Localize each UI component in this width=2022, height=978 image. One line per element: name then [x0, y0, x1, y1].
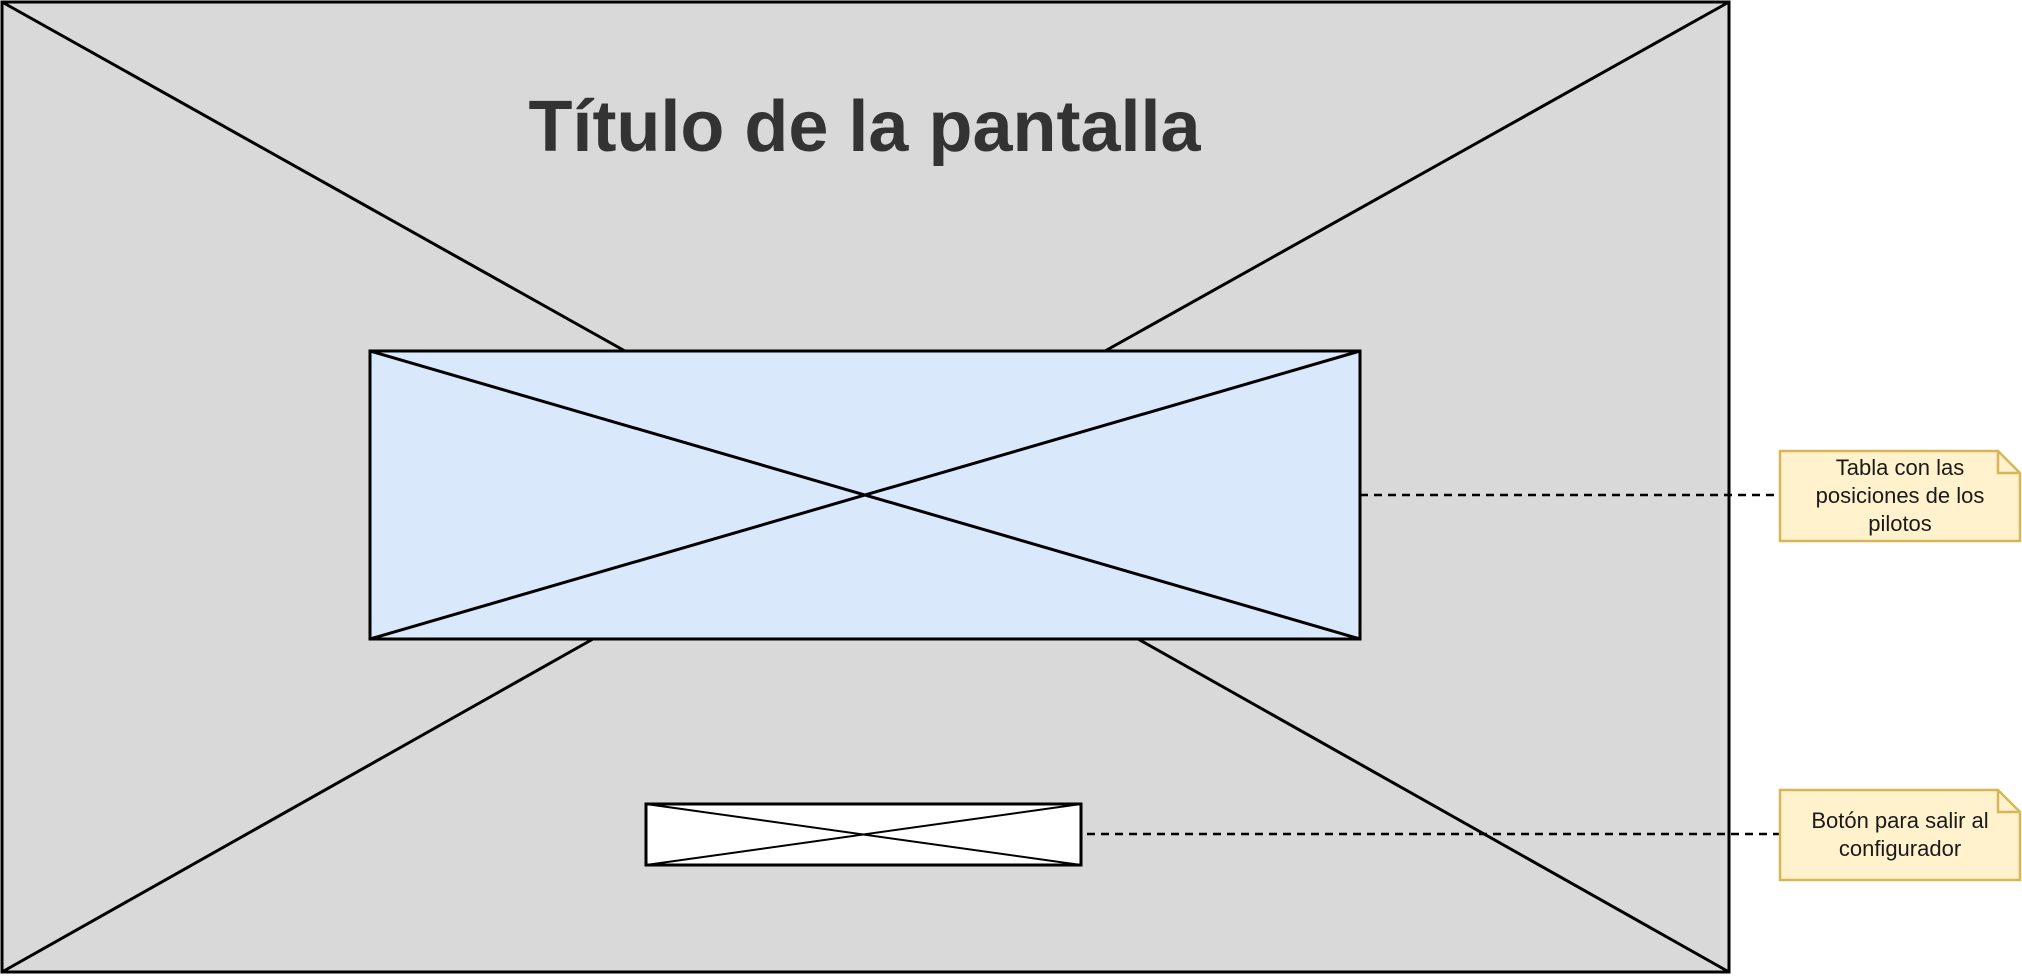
table-note-text: Tabla con las posiciones de los pilotos — [1815, 455, 1985, 536]
table-note-fold — [1996, 451, 2020, 475]
table-placeholder — [368, 349, 1362, 641]
table-note-body — [1778, 449, 2022, 543]
screen-diagonal-top-left — [1, 0, 626, 353]
button-note-fold — [1996, 790, 2020, 814]
screen-diagonal-top-right — [1104, 0, 1730, 353]
table-note-shape — [1778, 449, 2022, 543]
button-note-body — [1778, 788, 2022, 882]
exit-button-placeholder[interactable] — [644, 802, 1083, 867]
screen-diagonal-bottom-right — [1137, 637, 1730, 974]
table-note: Tabla con las posiciones de los pilotos — [1780, 451, 2020, 541]
table-placeholder-diagonal-b — [369, 349, 1361, 641]
screen-title: Título de la pantalla — [528, 87, 1201, 167]
button-note: Botón para salir al configurador — [1780, 790, 2020, 880]
button-note-shape — [1778, 788, 2022, 882]
screen-diagonal-bottom-left — [1, 637, 594, 974]
exit-button-diagonal-b — [645, 803, 1082, 866]
button-note-text: Botón para salir al configurador — [1811, 808, 1989, 861]
